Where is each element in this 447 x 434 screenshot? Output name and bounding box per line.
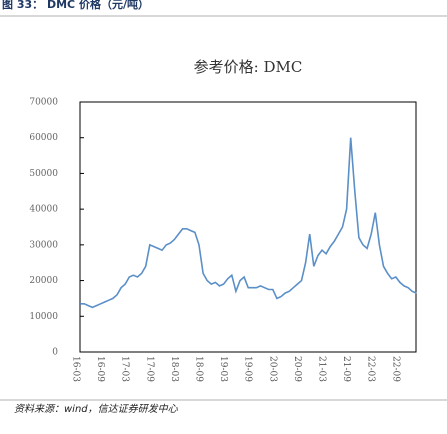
y-tick-label: 40000 <box>29 205 58 215</box>
x-tick-label: 20-09 <box>292 356 302 382</box>
x-tick-label: 16-09 <box>95 356 105 382</box>
y-tick-label: 20000 <box>29 276 58 286</box>
x-tick-label: 19-03 <box>218 356 228 382</box>
x-tick-label: 22-09 <box>390 356 400 382</box>
plot-frame <box>79 101 417 353</box>
x-tick-label: 20-03 <box>267 356 277 382</box>
y-tick-label: 0 <box>52 348 58 358</box>
y-tick-label: 50000 <box>29 169 58 179</box>
x-tick-label: 18-03 <box>169 356 179 382</box>
x-tick-label: 22-03 <box>366 356 376 382</box>
x-tick-label: 21-09 <box>341 356 351 382</box>
x-tick-label: 21-03 <box>317 356 327 382</box>
x-tick-label: 18-09 <box>194 356 204 382</box>
figure-header: 图 33： DMC 价格（元/吨） <box>2 0 149 11</box>
x-tick-label: 17-03 <box>120 356 130 382</box>
x-tick-label: 19-09 <box>243 356 253 382</box>
y-tick-label: 70000 <box>29 98 58 108</box>
line-series <box>80 137 417 309</box>
y-tick-label: 10000 <box>29 312 58 322</box>
y-tick-label: 60000 <box>29 133 58 143</box>
chart-title: 参考价格: DMC <box>194 58 303 76</box>
x-tick-label: 17-09 <box>144 356 154 382</box>
y-tick-label: 30000 <box>29 240 58 250</box>
source-note: 资料来源：wind，信达证券研发中心 <box>14 403 179 415</box>
x-tick-label: 16-03 <box>71 356 81 382</box>
